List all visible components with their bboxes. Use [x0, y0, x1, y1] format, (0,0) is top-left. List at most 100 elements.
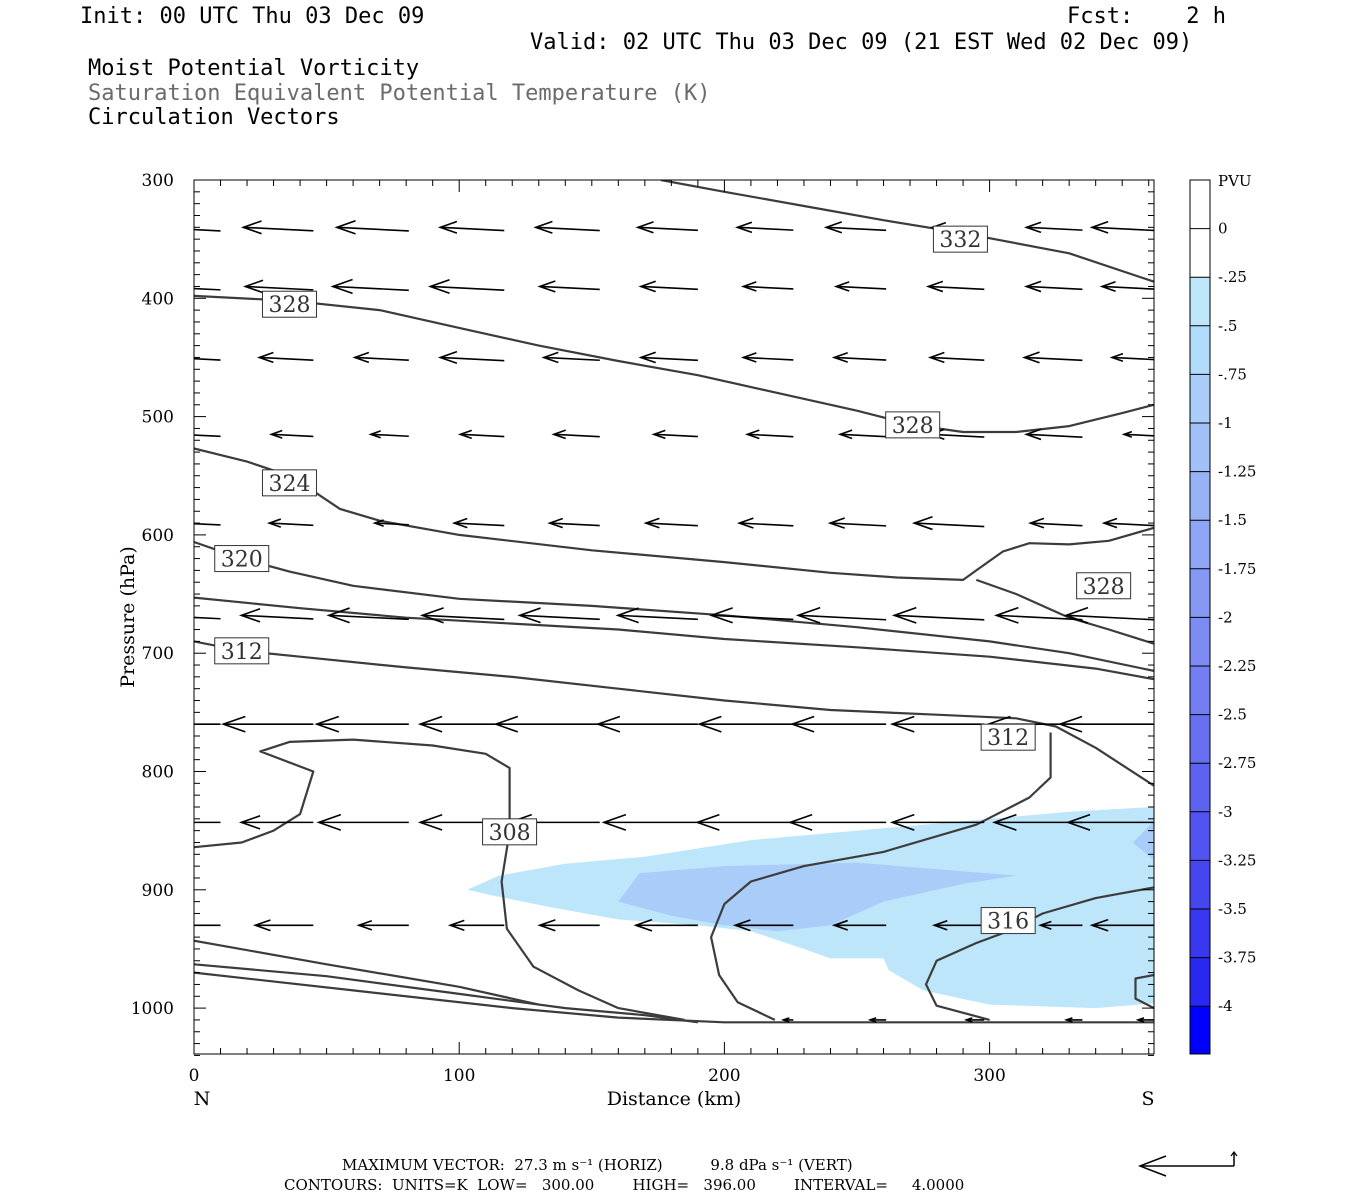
circulation-vector	[635, 221, 698, 234]
circulation-vector	[266, 518, 314, 528]
circulation-vector	[437, 220, 505, 234]
colorbar-label: -2.5	[1218, 706, 1247, 724]
colorbar-segment	[1190, 860, 1210, 909]
circulation-vector	[1063, 1017, 1083, 1023]
pv-region-1	[618, 862, 1017, 932]
circulation-vector	[451, 517, 505, 529]
axes: 300 400 500 600 700 800 900 1000 0 100 200 300	[131, 171, 1154, 1086]
circulation-vector	[533, 220, 600, 234]
circulation-vector	[889, 715, 985, 733]
circulation-vector	[1121, 430, 1154, 438]
colorbar-label: -3.25	[1218, 851, 1256, 869]
circulation-vector	[194, 522, 221, 526]
circulation-vector	[256, 351, 314, 364]
circulation-vector	[252, 919, 314, 932]
colorbar-label: -.5	[1218, 317, 1237, 335]
circulation-vector	[601, 813, 698, 831]
circulation-vector	[419, 607, 505, 624]
circulation-vector	[493, 715, 600, 733]
circulation-vector	[330, 278, 409, 295]
contour-line-ground-2	[194, 963, 699, 1024]
circulation-vector	[638, 280, 698, 293]
pv-colorbar: PVU 0 -.25 -.5 -.75 -1 -1.25 -1.5 -1.75 -2 -2.25 -2…	[1189, 172, 1256, 1055]
circulation-vector	[740, 352, 794, 363]
reference-vector-arrow	[1137, 1151, 1238, 1177]
colorbar-segment	[1190, 763, 1210, 812]
circulation-vector	[194, 723, 221, 725]
contour-label: 312	[987, 726, 1029, 751]
circulation-vector	[427, 278, 505, 294]
colorbar-segment	[1190, 520, 1210, 569]
circulation-vector	[1037, 920, 1083, 930]
colorbar-segment	[1190, 325, 1210, 375]
x-tick-label: 100	[443, 1066, 475, 1086]
x-end-label-south: S	[1141, 1088, 1154, 1110]
pv-shading	[467, 807, 1154, 1009]
x-tick-label: 0	[189, 1066, 200, 1086]
circulation-vector	[744, 429, 794, 440]
circulation-vector	[823, 221, 887, 234]
plot-frame	[193, 179, 1155, 1055]
circulation-vector	[831, 351, 887, 363]
circulation-vector	[963, 1017, 985, 1023]
circulation-vector	[795, 606, 887, 624]
circulation-vector	[1023, 221, 1083, 234]
y-tick-label: 700	[142, 644, 174, 664]
circulation-vector	[993, 606, 1083, 624]
circulation-vector	[780, 1017, 794, 1023]
contour-label-box	[261, 469, 317, 497]
contour-label-box	[932, 225, 988, 253]
circulation-vector	[736, 517, 794, 529]
colorbar-label: -2.75	[1218, 754, 1256, 772]
contour-label: 308	[489, 821, 531, 846]
circulation-vector	[708, 607, 794, 624]
contour-line-ground-1	[194, 939, 540, 1006]
circulation-vector	[925, 280, 985, 293]
circulation-vector	[194, 287, 221, 291]
contour-line-328-lower	[975, 578, 1154, 645]
circulation-vector	[1023, 280, 1083, 293]
contour-label: 332	[939, 228, 981, 253]
circulation-vector	[316, 813, 409, 831]
x-tick-label: 200	[708, 1066, 740, 1086]
circulation-vector	[457, 429, 505, 440]
circulation-vector	[447, 919, 505, 931]
x-end-label-north: N	[194, 1088, 211, 1110]
contour-label: 316	[987, 910, 1029, 935]
contour-label: 328	[1083, 575, 1125, 600]
circulation-vector	[867, 1017, 887, 1023]
valid-time: Valid: 02 UTC Thu 03 Dec 09 (21 EST Wed …	[530, 30, 1193, 55]
colorbar-label: -2	[1218, 608, 1233, 626]
circulation-vector	[927, 351, 985, 364]
contour-label-box	[214, 637, 270, 665]
y-tick-label: 600	[142, 526, 174, 546]
circulation-vector	[194, 821, 221, 824]
circulation-vector	[517, 607, 600, 624]
circulation-vector	[1089, 220, 1154, 234]
circulation-vector	[551, 429, 600, 440]
circulation-vector	[651, 429, 698, 440]
circulation-vector	[326, 607, 409, 624]
y-tick-label: 800	[142, 763, 174, 783]
contour-line-328-upper	[194, 294, 1154, 434]
circulation-vector	[194, 434, 221, 438]
circulation-vector	[368, 430, 409, 439]
colorbar-label: -3.5	[1218, 900, 1247, 918]
colorbar-label: -3.75	[1218, 949, 1256, 967]
y-tick-label: 1000	[131, 999, 174, 1019]
colorbar-unit: PVU	[1218, 172, 1252, 190]
contour-line-308-right	[709, 732, 1052, 1021]
circulation-vector	[268, 429, 314, 439]
colorbar-segment	[1190, 228, 1210, 278]
y-tick-label: 500	[142, 408, 174, 428]
colorbar-segment	[1190, 957, 1210, 1007]
circulation-vector	[194, 616, 221, 620]
circulation-vector	[1023, 428, 1083, 441]
colorbar-segment	[1190, 666, 1210, 715]
circulation-vector	[1099, 280, 1154, 292]
circulation-vector	[194, 924, 221, 927]
contour-label-box	[885, 411, 941, 439]
circulation-vector	[732, 919, 794, 932]
colorbar-label: -1	[1218, 414, 1233, 432]
circulation-vector	[789, 715, 887, 733]
